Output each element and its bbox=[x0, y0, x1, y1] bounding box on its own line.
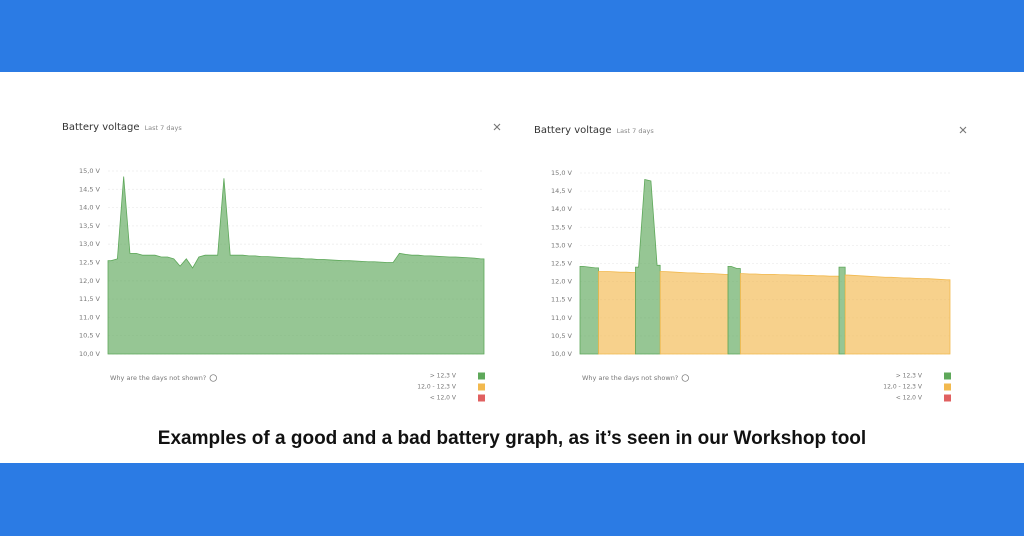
legend-label: > 12,3 V bbox=[430, 373, 457, 380]
legend-label: > 12,3 V bbox=[896, 373, 923, 380]
legend-swatch bbox=[944, 383, 951, 391]
y-tick-label: 10,0 V bbox=[551, 350, 573, 358]
y-tick-label: 14,5 V bbox=[79, 185, 101, 193]
y-tick-label: 15,0 V bbox=[79, 167, 101, 175]
legend-label: 12,0 - 12,3 V bbox=[417, 384, 457, 391]
chart-subtitle: Last 7 days bbox=[617, 127, 655, 135]
y-tick-label: 12,0 V bbox=[79, 277, 101, 285]
y-tick-label: 13,0 V bbox=[79, 240, 101, 248]
bottom-band bbox=[0, 463, 1024, 536]
chart-title: Battery voltage bbox=[62, 122, 140, 133]
chart-title: Battery voltage bbox=[534, 125, 612, 136]
y-tick-label: 12,0 V bbox=[551, 278, 573, 286]
y-tick-label: 11,0 V bbox=[551, 314, 573, 322]
y-tick-label: 13,5 V bbox=[551, 223, 573, 231]
legend-label: 12,0 - 12,3 V bbox=[883, 384, 923, 391]
y-tick-label: 10,0 V bbox=[79, 350, 101, 358]
info-icon[interactable] bbox=[209, 374, 217, 382]
legend-swatch bbox=[478, 394, 485, 402]
legend-label: < 12,0 V bbox=[430, 395, 457, 402]
legend-swatch bbox=[944, 372, 951, 380]
y-tick-label: 14,5 V bbox=[551, 187, 573, 195]
area-segment bbox=[659, 271, 729, 355]
close-button[interactable] bbox=[959, 126, 967, 134]
chart-subtitle: Last 7 days bbox=[145, 124, 183, 132]
info-icon[interactable] bbox=[681, 374, 689, 382]
y-tick-label: 10,5 V bbox=[551, 332, 573, 340]
y-tick-label: 12,5 V bbox=[79, 259, 101, 267]
y-tick-label: 11,5 V bbox=[79, 295, 101, 303]
y-tick-label: 14,0 V bbox=[551, 205, 573, 213]
area-segment bbox=[107, 176, 485, 355]
legend-swatch bbox=[478, 383, 485, 391]
area-segment bbox=[579, 265, 599, 355]
y-tick-label: 13,5 V bbox=[79, 222, 101, 230]
area-segment bbox=[838, 266, 846, 355]
legend-label: < 12,0 V bbox=[896, 395, 923, 402]
area-segment bbox=[844, 274, 951, 355]
caption: Examples of a good and a bad battery gra… bbox=[158, 428, 866, 449]
y-tick-label: 10,5 V bbox=[79, 332, 101, 340]
info-note[interactable]: Why are the days not shown? bbox=[582, 374, 678, 382]
y-tick-label: 12,5 V bbox=[551, 260, 573, 268]
y-tick-label: 11,0 V bbox=[79, 313, 101, 321]
y-tick-label: 11,5 V bbox=[551, 296, 573, 304]
close-button[interactable] bbox=[493, 123, 501, 131]
area-segment bbox=[727, 265, 741, 355]
y-tick-label: 14,0 V bbox=[79, 204, 101, 212]
legend-swatch bbox=[944, 394, 951, 402]
area-segment bbox=[598, 271, 636, 355]
area-segment bbox=[739, 273, 840, 355]
y-tick-label: 15,0 V bbox=[551, 169, 573, 177]
top-band bbox=[0, 0, 1024, 72]
y-tick-label: 13,0 V bbox=[551, 241, 573, 249]
legend-swatch bbox=[478, 372, 485, 380]
info-note[interactable]: Why are the days not shown? bbox=[110, 374, 206, 382]
